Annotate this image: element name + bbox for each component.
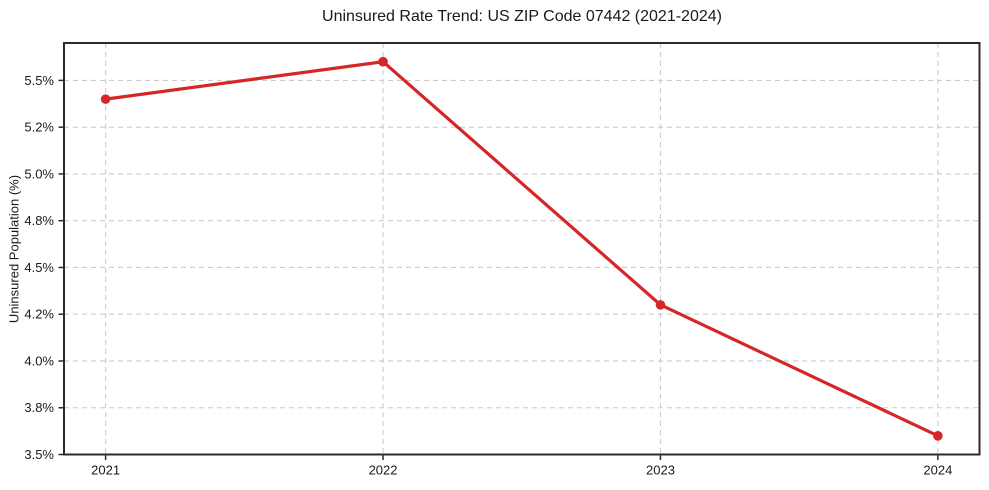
x-tick-label: 2023 [646,463,675,478]
data-point-marker [655,300,666,310]
data-point-marker [378,56,388,67]
data-point-marker [100,94,111,104]
data-point-marker [933,430,943,441]
y-tick-label: 3.8% [24,400,54,415]
y-tick-label: 4.0% [24,353,54,368]
y-tick-label: 5.2% [24,120,54,135]
y-tick-labels: 3.5% 3.8% 4.0% 4.2% 4.5% 4.8% 5.0% 5.2% 5.5% [24,73,54,462]
y-tick-label: 5.5% [24,73,54,88]
chart-title: Uninsured Rate Trend: US ZIP Code 07442 … [322,8,722,25]
plot-border [63,42,981,456]
gridlines [64,43,980,456]
y-axis-label: Uninsured Population (%) [6,174,22,324]
y-tick-label: 4.5% [24,260,54,275]
y-tick-label: 4.2% [24,307,54,322]
x-tick-label: 2024 [923,463,952,478]
y-tick-label: 4.8% [24,213,54,228]
y-tick-label: 5.0% [24,166,54,181]
x-tick-label: 2022 [369,463,398,478]
y-tick-label: 3.5% [24,447,54,462]
x-tick-label: 2021 [91,463,120,478]
axis-ticks [58,79,939,460]
trend-line [104,60,940,438]
x-tick-labels: 2021 2022 2023 2024 [91,463,952,478]
